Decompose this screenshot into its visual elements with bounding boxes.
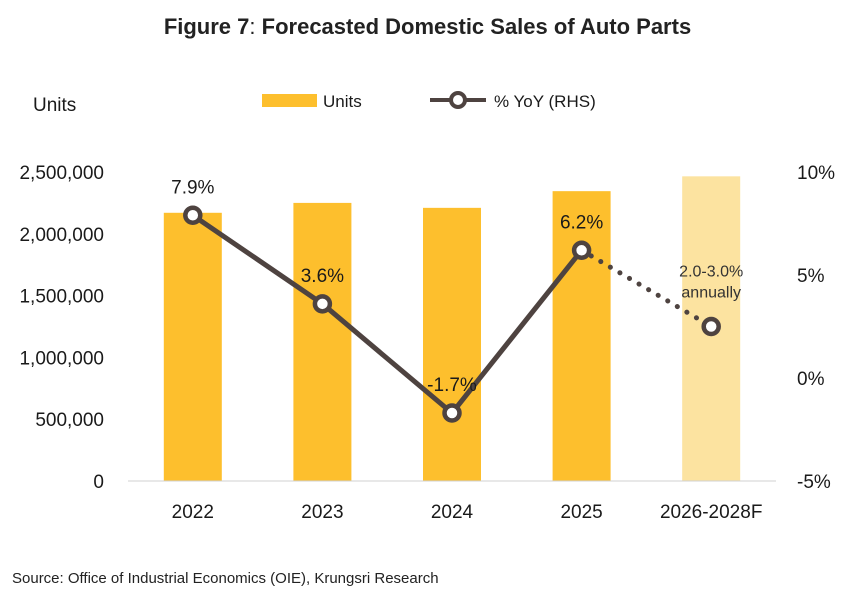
bar — [552, 191, 611, 481]
forecast-annotation-line1: 2.0-3.0% — [679, 264, 743, 281]
y-right-tick-label: 0% — [797, 369, 825, 390]
legend-swatch-yoy-marker — [449, 91, 467, 109]
bar — [163, 212, 222, 481]
y-left-tick-label: 500,000 — [35, 410, 104, 431]
y-axis-left-label: Units — [33, 95, 76, 116]
x-axis: 2022 2023 2024 2025 2026-2028F — [172, 502, 763, 523]
forecast-annotation: 2.0-3.0% annually — [679, 264, 743, 302]
bar — [423, 207, 481, 481]
y-right-tick-label: -5% — [797, 472, 831, 493]
y-axis-right: -5% 0% 5% 10% — [797, 163, 835, 493]
x-tick-label: 2026-2028F — [660, 502, 762, 523]
y-right-tick-label: 5% — [797, 266, 825, 287]
yoy-marker — [183, 205, 203, 226]
legend: Units % YoY (RHS) — [262, 91, 596, 111]
legend-label-yoy: % YoY (RHS) — [494, 92, 596, 111]
line-series-yoy: 7.9% 3.6% -1.7% 6.2% — [171, 177, 721, 423]
x-tick-label: 2022 — [172, 502, 214, 523]
yoy-marker — [442, 403, 462, 423]
yoy-data-label: 6.2% — [560, 212, 603, 233]
y-right-tick-label: 10% — [797, 163, 835, 184]
legend-label-units: Units — [323, 92, 362, 111]
y-left-tick-label: 2,500,000 — [19, 163, 104, 184]
bar-series-units — [163, 176, 741, 482]
y-left-tick-label: 1,500,000 — [19, 287, 104, 308]
combo-chart: Units Units % YoY (RHS) 0 500,000 1,000,00… — [19, 91, 835, 523]
yoy-data-label: -1.7% — [427, 375, 477, 396]
yoy-line-actual — [191, 213, 584, 416]
chart-title-prefix: Figure 7 — [163, 14, 250, 39]
bar — [293, 202, 352, 481]
chart-title-text: Forecasted Domestic Sales of Auto Parts — [261, 14, 692, 39]
yoy-data-label: 7.9% — [171, 177, 214, 198]
y-left-tick-label: 1,000,000 — [19, 348, 104, 369]
y-left-tick-label: 0 — [93, 472, 104, 493]
legend-swatch-units — [262, 94, 317, 107]
source-note: Source: Office of Industrial Economics (… — [12, 570, 439, 587]
chart-title-separator: : — [249, 14, 256, 39]
x-tick-label: 2024 — [431, 502, 474, 523]
x-tick-label: 2023 — [301, 502, 343, 523]
y-left-tick-label: 2,000,000 — [19, 225, 104, 246]
x-tick-label: 2025 — [560, 502, 602, 523]
chart-title: Figure 7: Forecasted Domestic Sales of A… — [0, 14, 855, 40]
yoy-marker — [571, 240, 592, 261]
yoy-data-label: 3.6% — [301, 266, 344, 287]
y-axis-left: 0 500,000 1,000,000 1,500,000 2,000,000 2,500… — [19, 163, 104, 493]
yoy-marker — [701, 316, 721, 337]
forecast-annotation-line2: annually — [681, 285, 741, 302]
yoy-marker — [312, 294, 333, 314]
